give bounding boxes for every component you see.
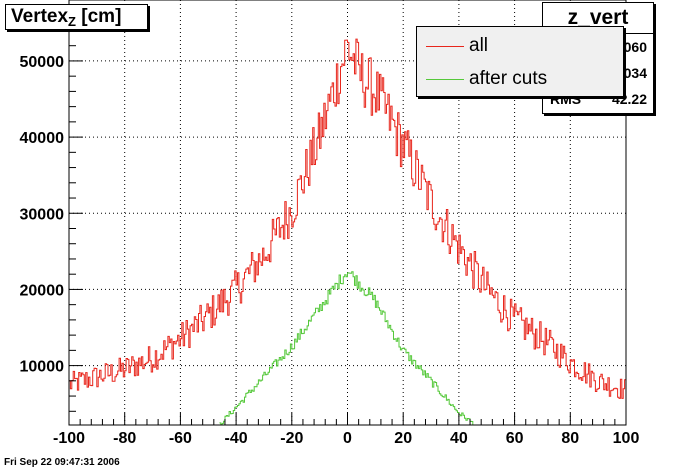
histogram-title: VertexZ [cm]	[5, 4, 148, 30]
legend-label: after cuts	[469, 68, 548, 89]
x-tick-label: 40	[450, 430, 468, 447]
y-tick-label: 50000	[20, 54, 65, 71]
series-line-after-cuts	[219, 271, 476, 426]
title-main: Vertex	[11, 6, 69, 27]
legend-label: all	[469, 35, 489, 56]
x-tick-label: -80	[113, 430, 136, 447]
y-tick-label: 40000	[20, 130, 65, 147]
series-layer	[69, 38, 626, 426]
x-tick-label: -40	[225, 430, 248, 447]
x-tick-label: 100	[613, 430, 640, 447]
title-unit: [cm]	[76, 6, 122, 27]
x-tick-label: -60	[169, 430, 192, 447]
title-subscript: Z	[68, 14, 76, 29]
legend-line-swatch	[426, 79, 464, 80]
series-line-all	[69, 38, 626, 399]
legend-line-swatch	[426, 46, 464, 47]
legend: all after cuts	[416, 26, 624, 97]
x-tick-label: 20	[394, 430, 412, 447]
datestamp: Fri Sep 22 09:47:31 2006	[4, 457, 120, 468]
axes: -100 -80 -60 -40 -20 0 20 40 60 80 100 10000 20000 30…	[20, 0, 640, 447]
legend-entry-after-cuts: after cuts	[417, 65, 623, 95]
legend-entry-all: all	[417, 32, 623, 62]
y-tick-label: 20000	[20, 282, 65, 299]
y-tick-label: 30000	[20, 206, 65, 223]
x-tick-label: 60	[506, 430, 524, 447]
x-tick-label: -20	[280, 430, 303, 447]
y-tick-label: 10000	[20, 359, 65, 376]
x-tick-label: 0	[343, 430, 352, 447]
x-tick-label: 80	[561, 430, 579, 447]
x-tick-label: -100	[53, 430, 85, 447]
